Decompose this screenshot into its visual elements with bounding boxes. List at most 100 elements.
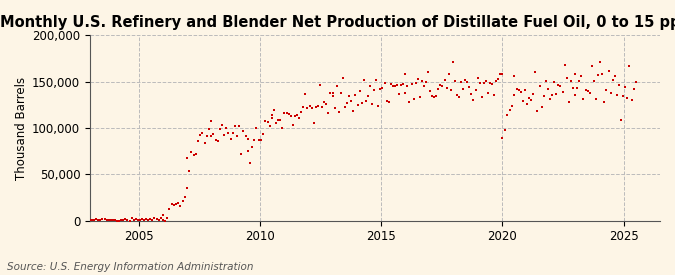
Point (294, 116, 304, 120)
Point (534, 84, 545, 88)
Point (574, 78, 585, 83)
Point (124, 218, 135, 223)
Point (204, 126, 215, 131)
Point (472, 75, 483, 80)
Point (182, 156, 192, 160)
Point (603, 68, 614, 73)
Point (302, 105, 313, 110)
Point (578, 97, 589, 101)
Point (240, 134, 251, 139)
Point (281, 110, 292, 115)
Point (593, 73, 603, 77)
Point (323, 111, 333, 115)
Point (616, 118, 626, 122)
Point (178, 198, 188, 203)
Point (562, 76, 572, 81)
Point (225, 137, 236, 142)
Point (122, 218, 133, 222)
Point (348, 108, 358, 113)
Point (99, 217, 110, 222)
Point (626, 97, 637, 102)
Point (157, 213, 168, 217)
Point (468, 98, 479, 102)
Point (327, 91, 338, 95)
Point (159, 219, 170, 223)
Point (130, 217, 141, 222)
Point (536, 105, 547, 109)
Point (433, 87, 443, 91)
Point (628, 86, 639, 91)
Point (265, 123, 275, 128)
Point (439, 78, 450, 82)
Point (539, 94, 549, 98)
Point (232, 134, 242, 138)
Point (166, 202, 177, 207)
Point (576, 74, 587, 79)
Point (155, 216, 166, 221)
Point (188, 152, 199, 157)
Point (313, 103, 323, 108)
Point (331, 84, 342, 89)
Point (113, 219, 124, 223)
Point (271, 121, 281, 126)
Point (532, 108, 543, 113)
Point (319, 100, 329, 104)
Point (269, 108, 279, 112)
Point (223, 130, 234, 135)
Point (528, 92, 539, 96)
Point (352, 103, 363, 108)
Point (306, 106, 317, 111)
Point (364, 83, 375, 88)
Point (522, 101, 533, 106)
Point (217, 123, 227, 127)
Point (292, 112, 302, 117)
Point (543, 87, 554, 92)
Point (530, 70, 541, 75)
Point (566, 79, 576, 83)
Point (470, 87, 481, 92)
Point (446, 88, 456, 92)
Point (398, 82, 408, 86)
Point (585, 91, 595, 95)
Point (462, 80, 472, 84)
Point (317, 104, 327, 109)
Point (427, 94, 437, 98)
Point (412, 77, 423, 81)
Point (242, 137, 253, 141)
Point (387, 84, 398, 88)
Point (310, 105, 321, 109)
Point (86, 218, 97, 222)
Point (416, 79, 427, 83)
Point (267, 113, 277, 117)
Point (589, 79, 599, 83)
Point (443, 72, 454, 76)
Point (504, 108, 515, 112)
Point (333, 110, 344, 114)
Point (524, 96, 535, 100)
Point (557, 89, 568, 94)
Point (377, 86, 388, 90)
Point (195, 133, 206, 137)
Point (406, 82, 417, 87)
Point (236, 151, 246, 156)
Point (338, 76, 348, 80)
Point (362, 94, 373, 99)
Point (460, 78, 470, 82)
Point (448, 60, 458, 64)
Point (385, 82, 396, 86)
Point (206, 134, 217, 138)
Point (509, 93, 520, 97)
Point (304, 104, 315, 108)
Point (329, 106, 340, 111)
Point (551, 92, 562, 97)
Point (591, 97, 601, 101)
Point (369, 88, 379, 92)
Point (487, 82, 497, 86)
Point (277, 126, 288, 130)
Point (213, 139, 223, 144)
Point (275, 117, 286, 122)
Point (273, 118, 284, 122)
Point (120, 217, 131, 222)
Point (153, 218, 164, 222)
Title: Monthly U.S. Refinery and Blender Net Production of Distillate Fuel Oil, 0 to 15: Monthly U.S. Refinery and Blender Net Pr… (0, 15, 675, 30)
